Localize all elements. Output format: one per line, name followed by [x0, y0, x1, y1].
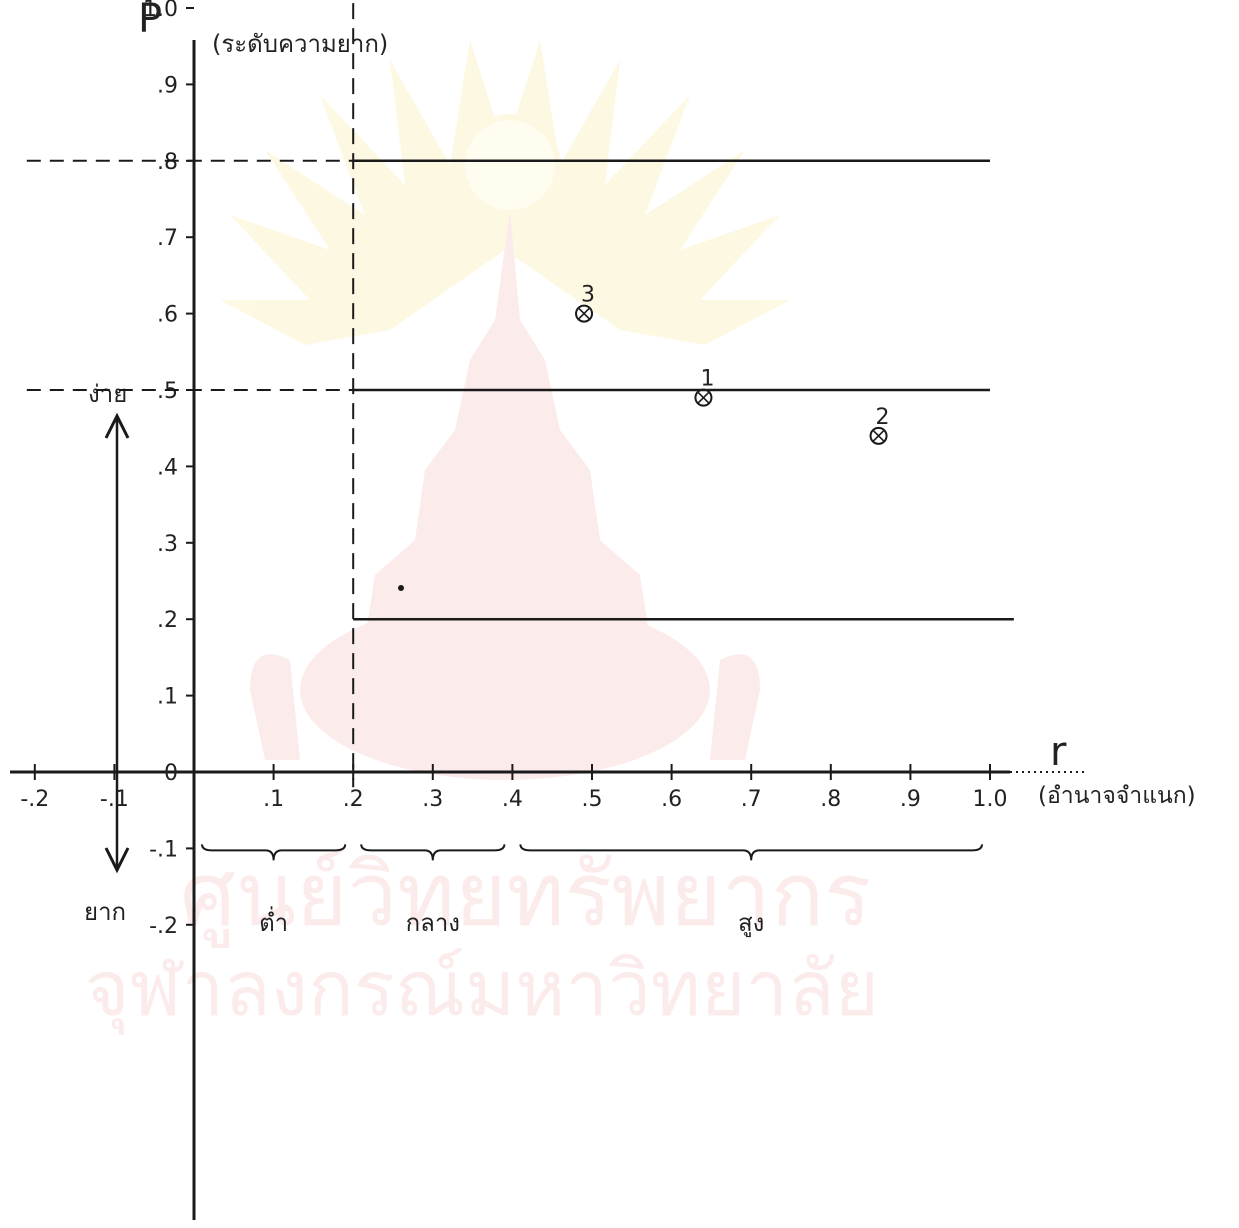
data-point-cross [872, 430, 885, 442]
data-point-cross [697, 392, 710, 404]
data-point-label: 1 [700, 367, 714, 392]
x-tick-label: .6 [661, 787, 682, 812]
x-tick-label: .3 [422, 787, 443, 812]
x-tick-label: .4 [502, 787, 523, 812]
y-tick-label: .6 [157, 303, 178, 328]
stray-mark [398, 585, 404, 591]
watermark-logo [220, 40, 790, 780]
watermark-rays [220, 40, 790, 345]
y-tick-label: .5 [157, 379, 178, 404]
y-tick-label: 1.0 [143, 0, 178, 22]
x-tick-label: .8 [820, 787, 841, 812]
watermark-text-line1: ศูนย์วิทยทรัพยากร [180, 843, 871, 948]
x-axis-title: r [1050, 729, 1067, 775]
range-label: สูง [738, 909, 764, 938]
data-points: 3 1 2 [575, 283, 890, 445]
data-point-cross [578, 308, 590, 320]
x-tick-label: .9 [900, 787, 921, 812]
x-tick-label: .2 [343, 787, 364, 812]
range-label: ต่ำ [259, 906, 288, 937]
watermark-base-ellipse [300, 600, 710, 780]
x-tick-label: -.1 [100, 787, 129, 812]
reference-lines [26, 0, 1014, 788]
y-tick-label: .2 [157, 608, 178, 633]
easy-label: ง่าย [88, 380, 127, 408]
x-tick-label: 1.0 [973, 787, 1008, 812]
watermark-left-flag [250, 654, 300, 760]
y-tick-label: 0 [164, 761, 178, 786]
y-tick-label: .1 [157, 685, 178, 710]
watermark-right-flag [710, 654, 760, 760]
data-point: 3 [575, 283, 595, 323]
y-tick-label: .9 [157, 73, 178, 98]
x-axis-ticks: -.2 -.1 .1 .2 .3 .4 .5 .6 .7 .8 .9 1.0 [20, 764, 1008, 812]
x-tick-label: -.2 [20, 787, 49, 812]
data-point-marker [869, 426, 888, 445]
hard-label: ยาก [84, 898, 126, 926]
y-axis-ticks: 1.0 .9 .8 .7 .6 .5 .4 .3 .2 .1 0 -.1 -.2 [143, 0, 194, 939]
data-point-marker [694, 388, 713, 407]
watermark-pagoda [365, 210, 650, 640]
data-point-label: 2 [876, 405, 890, 430]
range-brace [519, 844, 983, 861]
y-tick-label: -.2 [149, 914, 178, 939]
x-axis-title-note: (อำนาจจำแนก) [1038, 783, 1196, 809]
data-point: 1 [694, 367, 714, 407]
y-tick-label: .3 [157, 532, 178, 557]
data-point-label: 3 [581, 283, 595, 308]
difficulty-arrow [104, 412, 130, 874]
data-point-marker [575, 304, 594, 323]
y-tick-label: .8 [157, 150, 178, 175]
watermark-sun [459, 114, 561, 216]
data-point: 2 [869, 405, 890, 445]
y-tick-label: .4 [157, 455, 178, 480]
y-axis-title-note: (ระดับความยาก) [212, 30, 388, 58]
x-tick-label: .5 [582, 787, 603, 812]
range-label: กลาง [406, 909, 460, 937]
range-brace [201, 844, 347, 861]
y-tick-label: -.1 [149, 837, 178, 862]
watermark-text-line2: จุฬาลงกรณ์มหาวิทยาลัย [85, 944, 879, 1035]
x-tick-label: .7 [741, 787, 762, 812]
arrow-down-icon [104, 847, 130, 874]
discrimination-ranges: ต่ำ กลาง สูง [201, 844, 983, 938]
x-tick-label: .1 [263, 787, 284, 812]
arrow-up-icon [104, 412, 130, 439]
y-axis-title: P [138, 0, 162, 42]
y-tick-label: .7 [157, 226, 178, 251]
range-brace [360, 844, 506, 861]
